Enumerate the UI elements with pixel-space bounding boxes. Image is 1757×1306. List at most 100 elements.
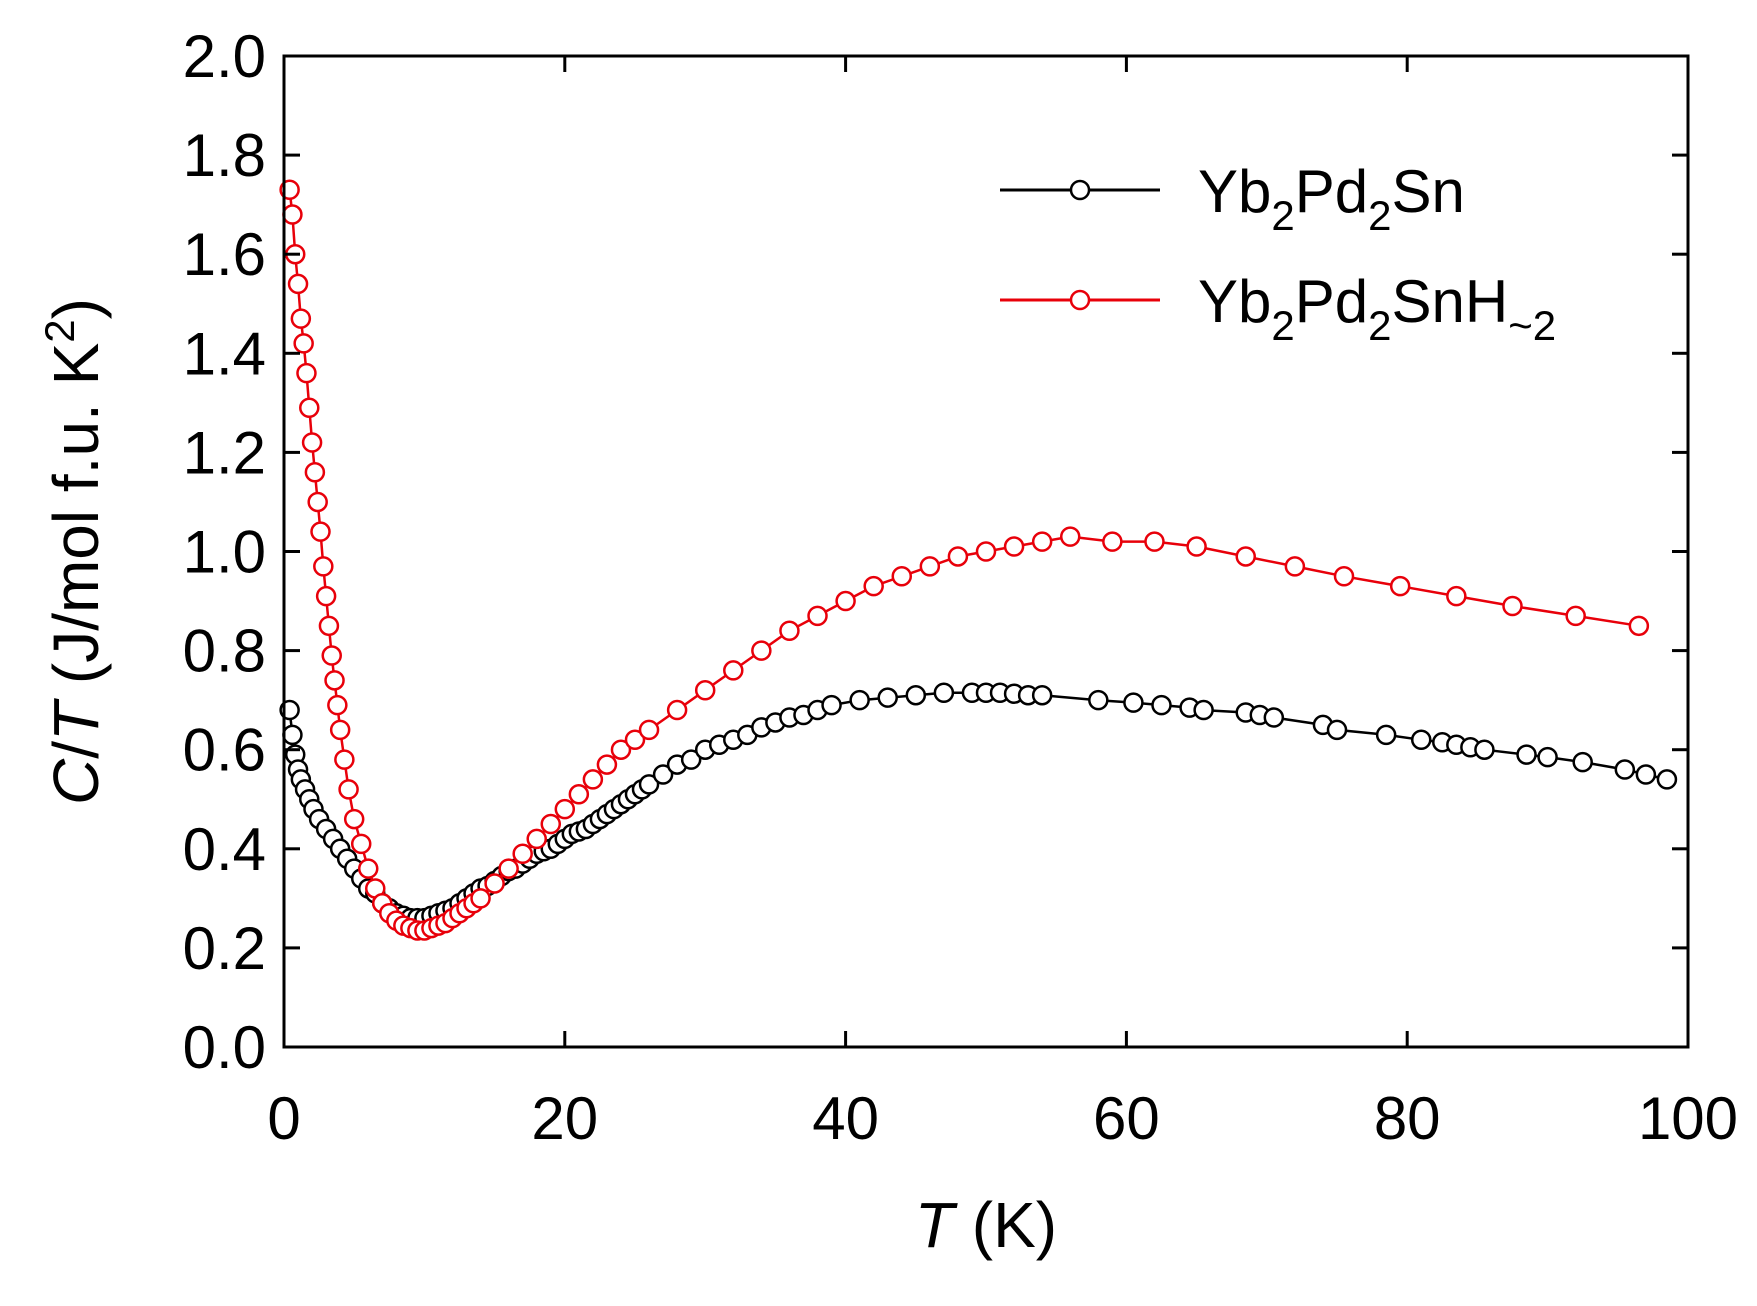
data-point (1123, 692, 1144, 713)
data-point (821, 694, 842, 716)
data-point (1263, 707, 1285, 728)
legend-marker (1069, 289, 1091, 311)
data-point (296, 362, 317, 384)
data-point (327, 694, 348, 716)
data-point (343, 808, 365, 830)
data-point (1088, 689, 1109, 711)
legend-marker (1069, 179, 1091, 201)
y-axis-unit-close: ) (40, 298, 112, 319)
data-point (282, 724, 303, 746)
data-point (554, 798, 576, 820)
legend-label-part: ~2 (1508, 302, 1556, 349)
legend-label-part: 2 (1271, 302, 1294, 349)
data-point (1635, 764, 1657, 785)
data-point (1614, 759, 1636, 780)
y-axis-unit-open: (J/mol f.u. K (40, 343, 112, 702)
y-tick-label: 1.0 (183, 519, 266, 586)
y-tick-label: 1.6 (183, 221, 266, 288)
y-tick-label: 1.8 (183, 122, 266, 189)
data-point (596, 754, 618, 775)
y-tick-label: 1.2 (183, 419, 266, 486)
ticks-layer: 0 20 40 60 80 100 0.0 0.2 0.4 0.6 0.8 1.0 1.2 1.4 1.6 1… (183, 23, 1738, 1152)
data-point (1474, 739, 1495, 760)
data-point (723, 660, 744, 681)
data-point (350, 833, 372, 855)
data-point (849, 689, 870, 711)
data-point (582, 769, 604, 790)
y-tick-label: 0.2 (183, 915, 266, 982)
data-point (512, 843, 533, 865)
data-point (1410, 729, 1432, 751)
data-point (1516, 744, 1537, 765)
data-point (933, 682, 955, 703)
legend-label-part: Yb (1198, 158, 1271, 225)
x-axis-unit: (K) (954, 1189, 1057, 1261)
data-point (338, 779, 359, 800)
data-point (1446, 585, 1467, 607)
legend-label-part: Yb (1198, 268, 1271, 335)
data-point (526, 828, 547, 850)
y-axis-unit-sup: 2 (36, 319, 83, 342)
legend-label: Yb2Pd2Sn (1198, 158, 1465, 239)
data-point (877, 687, 898, 708)
data-point (1031, 684, 1053, 706)
x-tick-label: 0 (267, 1085, 300, 1152)
data-point (1656, 769, 1678, 790)
data-point (1333, 566, 1355, 587)
data-point (313, 556, 334, 577)
data-point (315, 585, 337, 607)
data-point (779, 620, 800, 642)
x-tick-label: 100 (1638, 1085, 1738, 1152)
data-point (329, 719, 351, 741)
data-point (1572, 751, 1593, 773)
data-point (1326, 719, 1348, 741)
data-point (1186, 536, 1207, 557)
data-point (1059, 526, 1081, 547)
y-axis-slash: / (40, 741, 112, 759)
legend-label: Yb2Pd2SnH~2 (1198, 268, 1556, 349)
y-tick-label: 0.6 (183, 717, 266, 784)
data-point (751, 640, 772, 661)
x-axis-symbol: T (915, 1189, 958, 1261)
data-point (334, 749, 355, 770)
y-tick-label: 0.0 (183, 1014, 266, 1081)
data-point (610, 739, 632, 760)
data-point (357, 858, 379, 879)
data-point (1151, 694, 1172, 716)
series-2 (279, 179, 1650, 941)
y-tick-label: 1.4 (183, 320, 266, 387)
x-tick-label: 80 (1374, 1085, 1441, 1152)
data-point (652, 764, 674, 785)
data-point (694, 679, 716, 701)
y-tick-label: 0.8 (183, 618, 266, 685)
legend-label-part: 2 (1368, 302, 1391, 349)
legend-label-part: Pd (1295, 158, 1368, 225)
y-axis-title: C/T (J/mol f.u. K2) (36, 298, 112, 805)
data-point (1193, 699, 1214, 721)
data-point (1235, 546, 1256, 567)
data-point (1031, 531, 1053, 552)
legend-label-part: Sn (1392, 158, 1465, 225)
data-point (807, 605, 828, 627)
data-point (947, 546, 969, 567)
series-layer (279, 179, 1678, 941)
data-point (1375, 724, 1397, 746)
legend-item-2: Yb2Pd2SnH~2 (1000, 268, 1556, 349)
y-tick-label: 0.4 (183, 816, 266, 883)
data-point (287, 273, 309, 295)
data-point (863, 575, 884, 597)
data-point (321, 645, 342, 666)
x-tick-label: 60 (1093, 1085, 1160, 1152)
data-point (1537, 746, 1558, 768)
data-point (891, 566, 913, 587)
data-point (299, 397, 320, 419)
data-point (905, 684, 927, 706)
data-point (324, 670, 345, 691)
data-point (304, 461, 326, 483)
data-point (310, 521, 331, 542)
series-1 (279, 682, 1678, 929)
data-point (1389, 575, 1411, 597)
legend-label-part: SnH (1392, 268, 1509, 335)
